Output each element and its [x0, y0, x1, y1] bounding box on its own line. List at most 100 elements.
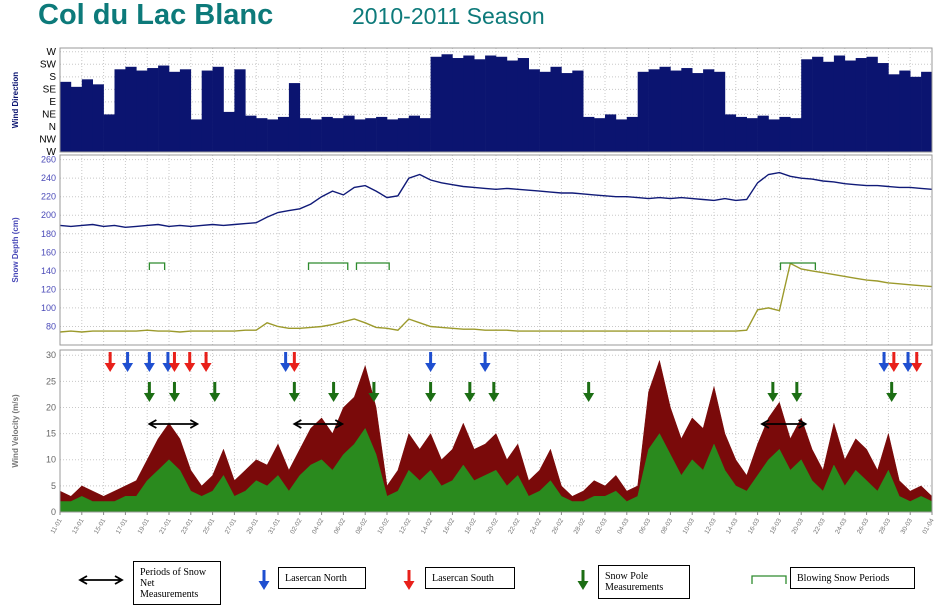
x-tick-label: 30-03 — [900, 517, 915, 535]
y-tick-label: 30 — [46, 350, 56, 360]
legend-text: Snow Pole Measurements — [598, 565, 690, 599]
snow-net-period — [760, 419, 808, 429]
plot-frame — [59, 154, 933, 346]
bar — [310, 119, 322, 152]
y-tick-label: 10 — [46, 455, 56, 465]
area — [59, 427, 933, 513]
measurement-arrow — [368, 382, 380, 402]
bar — [659, 66, 671, 152]
bar — [583, 116, 595, 152]
bar — [801, 59, 813, 152]
y-tick-label: SE — [43, 84, 57, 95]
x-tick-label: 17-01 — [115, 517, 130, 535]
measurement-arrow — [878, 352, 890, 372]
measurement-arrow — [425, 382, 437, 402]
bar — [376, 116, 388, 152]
bar — [855, 58, 867, 152]
measurement-arrow — [280, 352, 292, 372]
bar — [430, 56, 442, 152]
x-tick-label: 14-02 — [420, 517, 435, 535]
bar — [365, 118, 377, 152]
bar — [910, 76, 922, 152]
bar — [899, 70, 911, 152]
y-tick-label: 15 — [46, 429, 56, 439]
bar — [626, 116, 638, 152]
bar — [245, 115, 257, 152]
measurement-arrow — [168, 382, 180, 402]
legend-text: Blowing Snow Periods — [790, 567, 915, 589]
bar — [790, 118, 802, 152]
legend-icon — [577, 570, 589, 590]
bar — [190, 119, 202, 152]
bar — [103, 114, 115, 152]
period-bracket — [355, 262, 390, 270]
x-tick-label: 12-02 — [398, 517, 413, 535]
legend-text: Lasercan South — [425, 567, 515, 589]
x-tick-label: 22-02 — [507, 517, 522, 535]
bar — [561, 73, 573, 152]
bar — [539, 71, 551, 152]
line — [59, 262, 933, 333]
bar — [169, 71, 181, 152]
y-tick-label: 140 — [41, 266, 56, 276]
x-tick-label: 21-01 — [158, 517, 173, 535]
period-bracket — [307, 262, 349, 270]
bar — [81, 79, 93, 152]
y-tick-label: 20 — [46, 402, 56, 412]
period-bracket — [148, 262, 166, 270]
bar — [212, 66, 224, 152]
bar — [485, 55, 497, 152]
bar — [288, 83, 301, 152]
bar — [735, 116, 747, 152]
x-tick-label: 20-02 — [485, 517, 500, 535]
bar — [714, 71, 726, 152]
bar — [201, 70, 213, 152]
y-tick-label: 80 — [46, 321, 56, 331]
bar — [615, 119, 628, 152]
bar — [605, 114, 617, 152]
measurement-arrow — [162, 352, 174, 372]
measurement-arrow — [328, 382, 340, 402]
bar — [343, 115, 355, 152]
bar — [844, 60, 856, 152]
bar — [779, 116, 791, 152]
bar — [60, 81, 72, 152]
y-tick-label: S — [49, 72, 56, 83]
bar — [768, 119, 780, 152]
x-tick-label: 12-03 — [703, 517, 718, 535]
x-tick-label: 18-03 — [769, 517, 784, 535]
measurement-arrow — [911, 352, 923, 372]
y-tick-label: 180 — [41, 229, 56, 239]
x-tick-label: 28-03 — [878, 517, 893, 535]
legend-icon — [78, 575, 124, 585]
x-tick-label: 06-02 — [333, 517, 348, 535]
measurement-arrow — [288, 352, 300, 372]
measurement-arrow — [583, 382, 595, 402]
bar — [223, 111, 235, 152]
x-tick-label: 20-03 — [791, 517, 806, 535]
measurement-arrow — [479, 352, 491, 372]
x-tick-label: 15-01 — [93, 517, 108, 535]
x-tick-label: 24-02 — [529, 517, 544, 535]
chart-title: Col du Lac Blanc — [38, 0, 273, 31]
bar — [441, 54, 453, 152]
bar — [179, 69, 192, 152]
bar — [158, 65, 170, 152]
x-tick-label: 13-01 — [71, 517, 86, 535]
plot-frame-border — [59, 47, 933, 153]
measurement-arrow — [122, 352, 134, 372]
measurement-arrow — [143, 352, 155, 372]
y-tick-label: 0 — [51, 507, 56, 517]
bar — [528, 69, 540, 152]
bar — [648, 69, 660, 152]
bar — [506, 60, 519, 152]
bar — [921, 71, 932, 152]
y-tick-label: W — [47, 147, 57, 158]
y-tick-label: 120 — [41, 284, 56, 294]
y-tick-label: 25 — [46, 376, 56, 386]
y-tick-label: 100 — [41, 303, 56, 313]
y-axis-title: Wind Direction — [11, 72, 20, 128]
bar — [757, 115, 769, 152]
y-axis-title: Snow Depth (cm) — [11, 217, 20, 283]
x-tick-label: 04-02 — [311, 517, 326, 535]
